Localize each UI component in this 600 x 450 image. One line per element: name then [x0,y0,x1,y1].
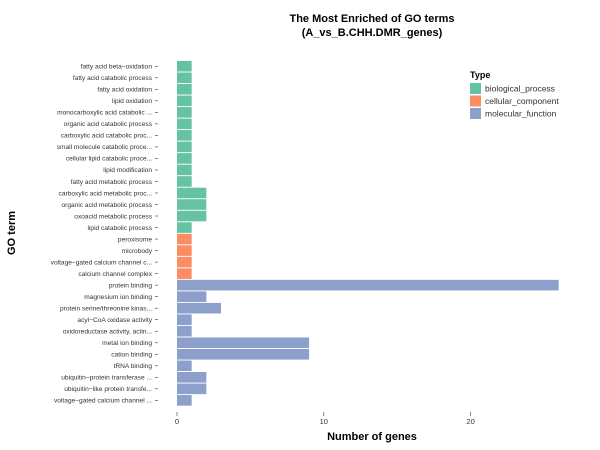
y-tick-label: voltage−gated calcium channel ... [54,398,152,405]
bar [177,291,207,302]
bar [177,118,192,130]
chart-subtitle: (A_vs_B.CHH.DMR_genes) [302,27,443,39]
bar [177,337,310,349]
bar [177,314,192,325]
bar [177,395,192,406]
y-tick-label: oxoacid metabolic process [74,213,152,220]
y-tick-label: voltage−gated calcium channel c... [51,259,153,266]
bar [177,222,192,233]
legend: Type biological_process cellular_componen… [470,70,559,119]
bar [177,210,207,222]
bar [177,141,192,153]
bars [177,60,559,406]
bar [177,153,192,164]
y-tick-label: fatty acid metabolic process [71,179,153,186]
bar [177,348,310,360]
y-tick-label: monocarboxylic acid catabolic ... [57,110,152,117]
bar [177,268,192,279]
y-tick-label: magnesium ion binding [84,294,152,301]
legend-label: cellular_component [485,96,559,106]
y-tick-label: cation binding [111,352,152,359]
legend-swatch [470,95,481,107]
y-tick-label: microbody [122,248,153,255]
y-tick-label: tRNA binding [114,363,153,370]
bar [177,325,192,337]
y-tick-label: fatty acid beta−oxidation [81,64,153,71]
bar [177,187,207,199]
y-tick-label: ubiquitin−like protein transfe... [64,386,152,393]
x-axis: 0 10 20 [175,412,475,426]
y-tick-label: lipid modification [103,167,152,174]
y-tick-label: lipid oxidation [112,98,152,105]
y-tick-label: carboxylic acid metabolic proc... [59,190,153,197]
bar [177,176,192,187]
y-axis-title: GO term [6,211,18,255]
bar [177,60,192,72]
y-tick-label: oxidoreductase activity, actin... [63,329,152,336]
bar [177,199,207,210]
bar [177,164,192,176]
bar [177,84,192,95]
y-tick-label: protein serine/threonine kinas... [60,305,152,312]
bar [177,245,192,256]
legend-title: Type [470,70,490,80]
y-tick-label: fatty acid catabolic process [73,75,153,82]
y-tick-labels: fatty acid beta−oxidation fatty acid cata… [51,64,158,405]
x-tick-label: 10 [320,417,328,426]
bar [177,95,192,107]
bar [177,383,207,395]
y-tick-label: organic acid catabolic process [64,121,153,128]
y-tick-label: acyl−CoA oxidase activity [77,317,152,324]
y-tick-label: peroxisome [118,236,152,243]
y-tick-label: organic acid metabolic process [61,202,152,209]
bar [177,302,222,314]
bar [177,72,192,84]
y-tick-label: carboxylic acid catabolic proc... [61,133,152,140]
y-tick-label: metal ion binding [102,340,152,347]
y-tick-label: lipid catabolic process [87,225,152,232]
x-axis-title: Number of genes [327,431,417,443]
legend-swatch [470,83,481,94]
bar [177,107,192,118]
legend-label: biological_process [485,84,555,94]
y-tick-label: fatty acid oxidation [97,87,152,94]
y-tick-label: small molecule catabolic proce... [57,144,152,151]
x-tick-label: 20 [466,417,474,426]
chart-title: The Most Enriched of GO terms [289,13,454,25]
x-tick-label: 0 [175,417,179,426]
bar [177,233,192,245]
legend-label: molecular_function [485,109,557,119]
bar [177,360,192,372]
y-tick-label: ubiquitin−protein transferase ... [61,375,152,382]
legend-swatch [470,108,481,119]
y-tick-label: protein binding [109,282,153,289]
bar [177,130,192,141]
bar [177,279,559,291]
y-tick-label: cellular lipid catabolic proce... [66,156,152,163]
bar [177,372,207,383]
bar [177,256,192,268]
y-tick-label: calcium channel complex [78,271,152,278]
